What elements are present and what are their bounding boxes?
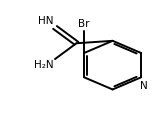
- Text: Br: Br: [78, 19, 90, 29]
- Text: N: N: [140, 81, 147, 91]
- Text: H₂N: H₂N: [34, 60, 53, 70]
- Text: HN: HN: [38, 16, 53, 26]
